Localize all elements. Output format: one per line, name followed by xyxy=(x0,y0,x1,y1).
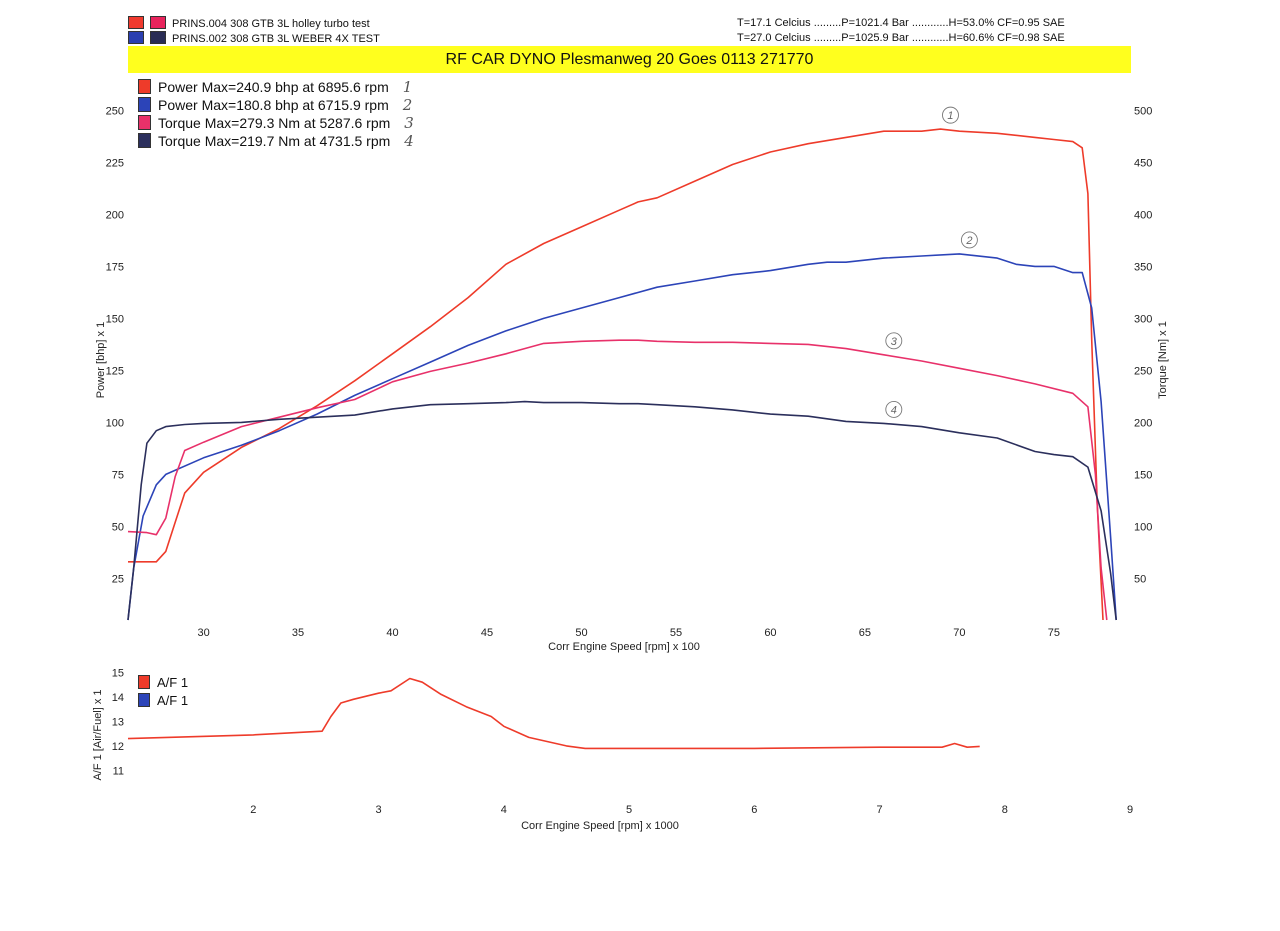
y2-tick-label: 150 xyxy=(1134,469,1152,481)
run1-conditions: T=17.1 Celcius .........P=1021.4 Bar ...… xyxy=(737,17,1065,29)
af-x-axis-label: Corr Engine Speed [rpm] x 1000 xyxy=(521,820,679,832)
x-tick-label: 50 xyxy=(575,627,587,639)
y-tick-label: 50 xyxy=(112,521,124,533)
af-legend-label: A/F 1 xyxy=(157,693,189,708)
y-tick-label: 200 xyxy=(106,209,124,221)
x-tick-label: 60 xyxy=(764,627,776,639)
legend-swatch xyxy=(138,79,151,94)
y-tick-label: 100 xyxy=(106,417,124,429)
af-legend-item-2: A/F 1 xyxy=(138,693,188,709)
x-tick-label: 70 xyxy=(953,627,965,639)
x-tick-label: 40 xyxy=(386,627,398,639)
legend-label: Power Max=240.9 bhp at 6895.6 rpm xyxy=(158,79,389,95)
x-tick-label: 75 xyxy=(1048,627,1060,639)
y2-tick-label: 300 xyxy=(1134,313,1152,325)
legend-tag: 3 xyxy=(404,114,414,132)
y2-axis-label: Torque [Nm] x 1 xyxy=(1157,321,1169,399)
legend-swatch xyxy=(138,115,151,130)
af-y-tick-label: 14 xyxy=(112,692,124,704)
y2-tick-label: 100 xyxy=(1134,521,1152,533)
series-line-1 xyxy=(128,128,1104,621)
legend-item-power-1: Power Max=240.9 bhp at 6895.6 rpm 1 xyxy=(138,79,412,96)
af-x-tick-label: 6 xyxy=(751,804,757,816)
y-tick-label: 25 xyxy=(112,573,124,585)
y-tick-label: 75 xyxy=(112,469,124,481)
curve-tag-label: 3 xyxy=(891,336,898,348)
legend-item-power-2: Power Max=180.8 bhp at 6715.9 rpm 2 xyxy=(138,97,412,114)
curve-tag-circle xyxy=(960,231,978,249)
af-x-tick-label: 7 xyxy=(876,804,882,816)
dyno-banner: RF CAR DYNO Plesmanweg 20 Goes 0113 2717… xyxy=(128,46,1131,73)
af-y-tick-label: 12 xyxy=(112,741,124,753)
af-x-tick-label: 2 xyxy=(250,804,256,816)
af-legend-item-1: A/F 1 xyxy=(138,675,188,691)
legend-label: Torque Max=279.3 Nm at 5287.6 rpm xyxy=(158,115,391,131)
af-x-tick-label: 9 xyxy=(1127,804,1133,816)
x-tick-label: 65 xyxy=(859,627,871,639)
legend-item-torque-3: Torque Max=279.3 Nm at 5287.6 rpm 3 xyxy=(138,115,414,132)
af-legend-swatch xyxy=(138,675,150,689)
legend-label: Torque Max=219.7 Nm at 4731.5 rpm xyxy=(158,133,391,149)
y-axis-label: Power [bhp] x 1 xyxy=(95,322,107,398)
run2-conditions: T=27.0 Celcius .........P=1025.9 Bar ...… xyxy=(737,32,1065,44)
af-y-axis-label: A/F 1 [Air/Fuel] x 1 xyxy=(92,689,104,780)
run1-label: PRINS.004 308 GTB 3L holley turbo test xyxy=(172,18,370,30)
curve-tag-label: 2 xyxy=(965,235,972,247)
af-y-tick-label: 11 xyxy=(113,765,124,777)
y2-tick-label: 350 xyxy=(1134,261,1152,273)
legend-swatch xyxy=(138,97,151,112)
af-x-tick-label: 5 xyxy=(626,804,632,816)
y2-tick-label: 400 xyxy=(1134,209,1152,221)
y2-tick-label: 50 xyxy=(1134,573,1146,585)
run-header-1: PRINS.004 308 GTB 3L holley turbo test xyxy=(128,16,370,31)
y-tick-label: 150 xyxy=(106,313,124,325)
curve-tag-label: 1 xyxy=(947,110,953,122)
y-tick-label: 125 xyxy=(106,365,124,377)
legend-tag: 4 xyxy=(404,132,414,150)
legend-label: Power Max=180.8 bhp at 6715.9 rpm xyxy=(158,97,389,113)
series-line-4 xyxy=(127,400,1117,621)
y-tick-label: 225 xyxy=(106,157,124,169)
curve-tag-circle xyxy=(885,332,903,350)
run2-power-swatch xyxy=(128,31,144,44)
af-legend-swatch xyxy=(138,693,150,707)
y2-tick-label: 200 xyxy=(1134,417,1152,429)
af-legend-label: A/F 1 xyxy=(157,675,189,690)
x-tick-label: 35 xyxy=(292,627,304,639)
y-tick-label: 250 xyxy=(106,105,124,117)
run2-torque-swatch xyxy=(150,31,166,44)
run1-power-swatch xyxy=(128,16,144,29)
y2-tick-label: 500 xyxy=(1134,105,1152,117)
x-tick-label: 30 xyxy=(197,627,209,639)
run1-torque-swatch xyxy=(150,16,166,29)
series-line-2 xyxy=(127,253,1117,621)
y2-tick-label: 250 xyxy=(1134,365,1152,377)
legend-tag: 2 xyxy=(402,96,413,114)
x-axis-label: Corr Engine Speed [rpm] x 100 xyxy=(548,641,700,653)
curve-tag-label: 4 xyxy=(891,404,897,416)
run2-label: PRINS.002 308 GTB 3L WEBER 4X TEST xyxy=(172,33,380,45)
af-y-tick-label: 15 xyxy=(112,667,124,679)
run-header-2: PRINS.002 308 GTB 3L WEBER 4X TEST xyxy=(128,31,380,46)
power-torque-chart: 30 35 40 45 50 55 60 65 70 7525507510012515017520… xyxy=(95,105,1169,653)
af-x-tick-label: 8 xyxy=(1002,804,1008,816)
x-tick-label: 45 xyxy=(481,627,493,639)
legend-tag: 1 xyxy=(402,78,413,96)
curve-tag-circle xyxy=(942,106,959,124)
af-x-tick-label: 4 xyxy=(501,804,507,816)
legend-swatch xyxy=(138,133,151,148)
curve-tag-circle xyxy=(885,400,903,418)
series-line-3 xyxy=(127,339,1108,621)
x-tick-label: 55 xyxy=(670,627,682,639)
af-y-tick-label: 13 xyxy=(112,716,124,728)
legend-item-torque-4: Torque Max=219.7 Nm at 4731.5 rpm 4 xyxy=(138,133,414,150)
af-series-line-1 xyxy=(127,677,980,750)
y-tick-label: 175 xyxy=(106,261,124,273)
af-x-tick-label: 3 xyxy=(375,804,381,816)
y2-tick-label: 450 xyxy=(1134,157,1152,169)
